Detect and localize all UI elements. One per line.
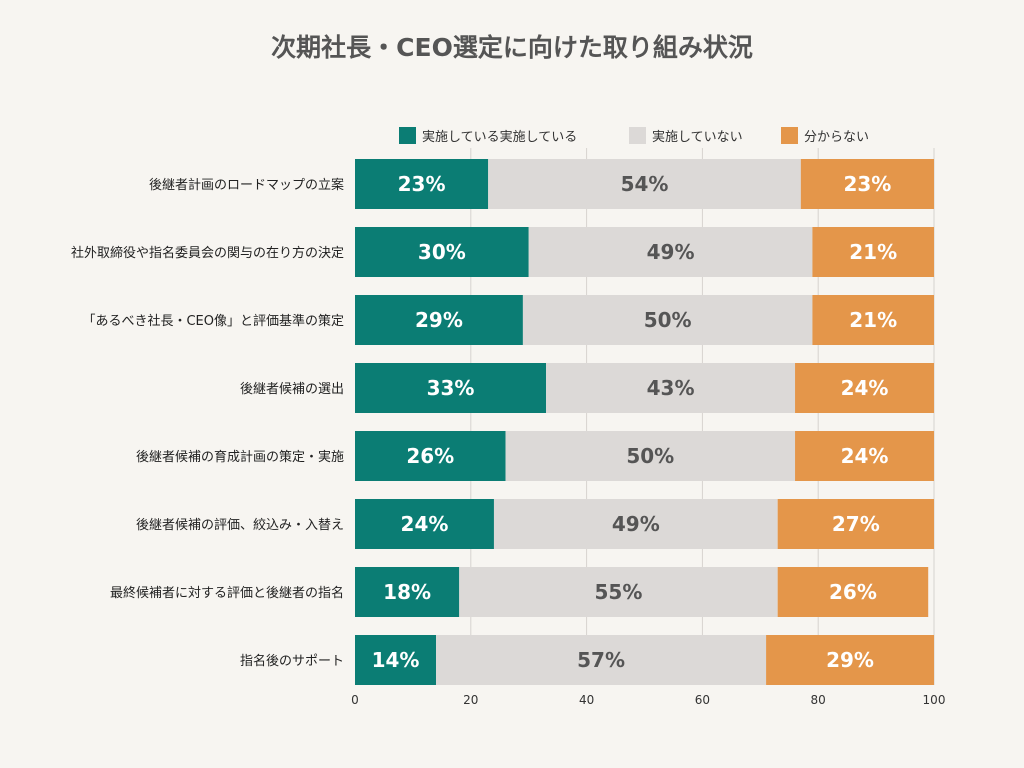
bar-segment [355,431,506,481]
x-tick-label: 40 [579,693,594,707]
bar-value-label: 29% [826,648,874,672]
bar-value-label: 33% [427,376,475,400]
category-label: 後継者候補の育成計画の策定・実施 [136,449,344,465]
bar-segment [777,499,934,549]
bar-segment [488,159,801,209]
bar-segment [355,363,547,413]
legend-swatch [781,127,798,144]
legend-label: 実施していない [652,129,743,145]
bar-segment [795,363,934,413]
bar-value-label: 21% [849,308,897,332]
chart-title: 次期社長・CEO選定に向けた取り組み状況 [271,33,753,62]
bars: 23% 54% 23% 30% 49% 21% 29% 50% 21% 33% 43% 24% 26% 5… [355,159,934,685]
bar-value-label: 23% [398,172,446,196]
x-tick-label: 60 [695,693,710,707]
category-label: 後継者候補の評価、絞込み・入替え [136,518,344,533]
bar-value-label: 55% [595,580,643,604]
bar-segment [355,499,494,549]
bar-value-label: 24% [841,376,889,400]
category-label: 後継者計画のロードマップの立案 [149,177,344,193]
x-tick-label: 80 [811,693,826,707]
bar-segment [355,635,437,685]
category-label: 社外取締役や指名委員会の関与の在り方の決定 [71,245,344,261]
category-label: 「あるべき社長・CEO像」と評価基準の策定 [82,313,344,329]
legend-label: 分からない [804,130,869,145]
bar-segment [493,499,778,549]
category-label: 後継者候補の選出 [240,382,344,397]
bar-value-label: 50% [626,444,674,468]
bar-value-label: 50% [644,308,692,332]
legend-swatch [399,127,416,144]
bar-segment [766,635,934,685]
bar-segment [355,567,460,617]
bar-segment [355,295,523,345]
bar-segment [355,159,489,209]
x-tick-label: 0 [351,693,359,707]
legend-item: 実施している実施している [399,127,577,145]
bar-segment [777,567,929,617]
bar-segment [812,227,934,277]
bar-value-label: 24% [401,512,449,536]
legend-label: 実施している実施している [422,129,577,145]
bar-segment [795,431,934,481]
bar-segment [459,567,778,617]
bar-value-label: 27% [832,512,880,536]
legend-swatch [629,127,646,144]
legend-item: 分からない [781,127,869,145]
bar-value-label: 54% [621,172,669,196]
bar-segment [812,295,934,345]
bar-value-label: 29% [415,308,463,332]
bar-segment [505,431,796,481]
bar-segment [546,363,796,413]
bar-value-label: 43% [647,376,695,400]
legend: 実施している実施している 実施していない 分からない [399,127,869,145]
bar-value-label: 57% [577,648,625,672]
bar-value-label: 18% [383,580,431,604]
x-axis-ticks: 0 20 40 60 80 100 [351,693,945,707]
bar-value-label: 14% [372,648,420,672]
category-label: 指名後のサポート [240,653,344,669]
bar-value-label: 49% [612,512,660,536]
bar-value-label: 26% [406,444,454,468]
bar-value-label: 26% [829,580,877,604]
x-tick-label: 100 [923,693,946,707]
category-label: 最終候補者に対する評価と後継者の指名 [110,585,344,601]
bar-segment [800,159,934,209]
bar-segment [528,227,813,277]
bar-value-label: 49% [647,240,695,264]
bar-value-label: 24% [841,444,889,468]
category-labels: 後継者計画のロードマップの立案社外取締役や指名委員会の関与の在り方の決定「あるべ… [71,177,344,669]
bar-segment [522,295,813,345]
bar-segment [436,635,767,685]
bar-value-label: 23% [843,172,891,196]
x-tick-label: 20 [463,693,478,707]
bar-value-label: 21% [849,240,897,264]
bar-value-label: 30% [418,240,466,264]
bar-segment [355,227,529,277]
legend-item: 実施していない [629,127,743,145]
